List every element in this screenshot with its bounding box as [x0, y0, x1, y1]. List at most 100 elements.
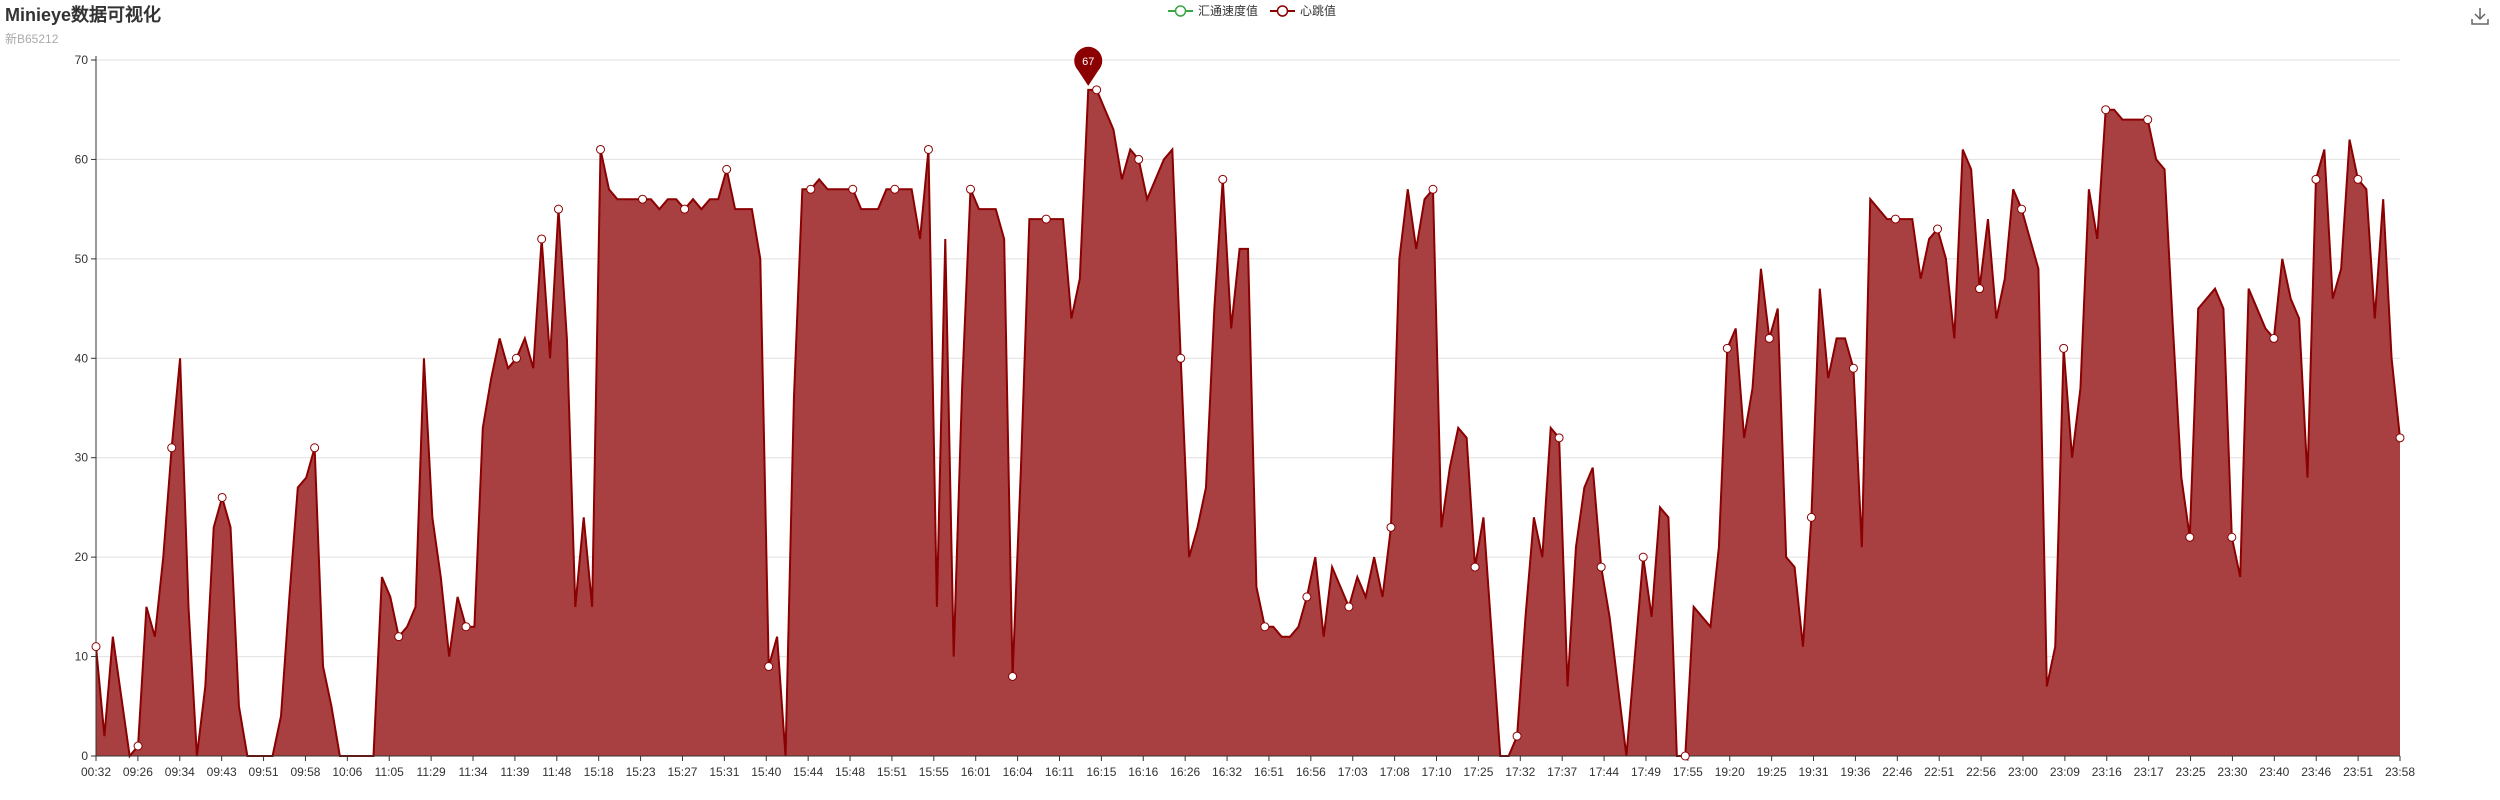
- legend-swatch-heartbeat-icon: [1270, 4, 1296, 17]
- data-point: [553, 204, 563, 214]
- x-tick-label: 23:16: [2092, 765, 2122, 779]
- x-tick-label: 16:04: [1003, 765, 1033, 779]
- x-tick-label: 23:40: [2259, 765, 2289, 779]
- data-point: [1260, 622, 1270, 632]
- x-tick-label: 17:32: [1505, 765, 1535, 779]
- data-point: [1848, 363, 1858, 373]
- y-tick-label: 20: [75, 550, 89, 564]
- data-point: [966, 184, 976, 194]
- data-point: [133, 741, 143, 751]
- x-tick-label: 17:49: [1631, 765, 1661, 779]
- data-point: [2017, 204, 2027, 214]
- download-icon: [2471, 8, 2489, 25]
- max-pin-label: 67: [1082, 56, 1094, 68]
- x-tick-label: 19:36: [1840, 765, 1870, 779]
- data-point: [2185, 532, 2195, 542]
- data-point: [1344, 602, 1354, 612]
- data-point: [1680, 751, 1690, 761]
- legend-item-speed[interactable]: 汇通速度值: [1168, 2, 1258, 19]
- data-point: [1470, 562, 1480, 572]
- x-tick-label: 15:18: [584, 765, 614, 779]
- x-axis-labels: 00:32 09:26 09:34 09:43 09:51 09:58 10:06 11:05…: [81, 765, 2415, 779]
- x-tick-label: 16:01: [961, 765, 991, 779]
- data-point: [1092, 85, 1102, 95]
- data-point: [1386, 522, 1396, 532]
- x-tick-label: 09:58: [290, 765, 320, 779]
- legend-label-heartbeat: 心跳值: [1300, 4, 1337, 18]
- data-point: [1806, 512, 1816, 522]
- x-tick-label: 19:25: [1757, 765, 1787, 779]
- x-tick-label: 16:15: [1086, 765, 1116, 779]
- data-point: [310, 443, 320, 453]
- x-tick-label: 11:34: [458, 765, 487, 779]
- data-point: [2143, 115, 2153, 125]
- x-tick-label: 16:16: [1128, 765, 1158, 779]
- data-point: [1975, 284, 1985, 294]
- x-tick-label: 23:17: [2134, 765, 2164, 779]
- data-point: [806, 184, 816, 194]
- x-tick-label: 09:26: [123, 765, 153, 779]
- x-tick-label: 10:06: [332, 765, 362, 779]
- x-tick-label: 23:00: [2008, 765, 2038, 779]
- data-point: [596, 144, 606, 154]
- y-axis-labels: 0 10 20 30 40 50 60 70: [75, 53, 89, 763]
- axes: [91, 56, 2401, 761]
- x-tick-label: 16:51: [1254, 765, 1284, 779]
- x-tick-label: 23:30: [2217, 765, 2247, 779]
- x-tick-label: 11:29: [417, 765, 446, 779]
- save-image-button[interactable]: [2470, 6, 2490, 26]
- x-tick-label: 22:51: [1924, 765, 1954, 779]
- max-pin-shape: [1074, 46, 1103, 86]
- data-point: [217, 492, 227, 502]
- page-subtitle: 新B65212: [5, 32, 59, 46]
- data-point: [394, 632, 404, 642]
- chart-legend: 汇通速度值 心跳值: [1168, 2, 1348, 19]
- x-tick-label: 15:23: [626, 765, 656, 779]
- legend-item-heartbeat[interactable]: 心跳值: [1270, 2, 1336, 19]
- data-point: [167, 443, 177, 453]
- x-tick-label: 16:11: [1045, 765, 1074, 779]
- data-point: [2059, 343, 2069, 353]
- data-point: [2269, 333, 2279, 343]
- data-point: [1890, 214, 1900, 224]
- data-point: [680, 204, 690, 214]
- x-tick-label: 23:46: [2301, 765, 2331, 779]
- data-point: [537, 234, 547, 244]
- data-point: [638, 194, 648, 204]
- data-point: [923, 144, 933, 154]
- data-point: [1302, 592, 1312, 602]
- x-tick-label: 17:25: [1463, 765, 1493, 779]
- data-point: [511, 353, 521, 363]
- x-tick-label: 17:08: [1380, 765, 1410, 779]
- data-point: [1596, 562, 1606, 572]
- heartbeat-area: [96, 89, 2400, 756]
- legend-label-speed: 汇通速度值: [1198, 4, 1259, 18]
- x-tick-label: 15:48: [835, 765, 865, 779]
- x-tick-label: 09:43: [207, 765, 237, 779]
- x-tick-label: 00:32: [81, 765, 111, 779]
- data-point: [2395, 433, 2405, 443]
- data-point: [890, 184, 900, 194]
- data-points: [91, 85, 2405, 761]
- data-point: [1554, 433, 1564, 443]
- x-tick-label: 15:40: [751, 765, 781, 779]
- x-tick-label: 19:20: [1715, 765, 1745, 779]
- page-title: Minieye数据可视化: [5, 5, 162, 25]
- x-tick-label: 22:56: [1966, 765, 1996, 779]
- x-tick-label: 17:55: [1673, 765, 1703, 779]
- data-point: [1512, 731, 1522, 741]
- data-point: [1933, 224, 1943, 234]
- x-tick-label: 11:48: [542, 765, 571, 779]
- data-point: [1428, 184, 1438, 194]
- data-point: [722, 164, 732, 174]
- y-tick-label: 10: [75, 650, 89, 664]
- x-tick-label: 11:05: [375, 765, 404, 779]
- data-point: [1041, 214, 1051, 224]
- y-tick-label: 40: [75, 351, 89, 365]
- x-tick-label: 15:51: [877, 765, 907, 779]
- x-tick-label: 16:56: [1296, 765, 1326, 779]
- y-tick-label: 30: [75, 451, 89, 465]
- x-tick-label: 22:46: [1882, 765, 1912, 779]
- x-tick-label: 19:31: [1799, 765, 1829, 779]
